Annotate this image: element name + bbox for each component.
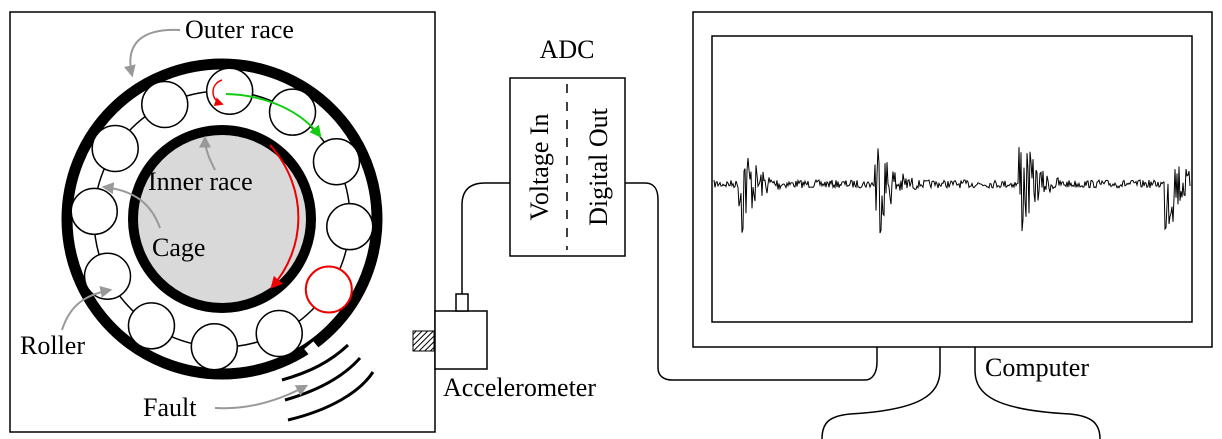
wire: [461, 182, 510, 294]
adc-title: ADC: [540, 35, 595, 64]
accelerometer: [434, 310, 488, 370]
stand-right: [974, 347, 1101, 439]
roller: [83, 252, 132, 300]
roller: [127, 302, 176, 350]
adc-input: Voltage In: [525, 113, 554, 220]
cage-label: Cage: [152, 233, 205, 262]
roller: [141, 80, 189, 129]
inner-race: [128, 125, 316, 313]
rotation-arrow: [269, 144, 300, 289]
roller: [304, 265, 353, 314]
fault-waves: [281, 343, 375, 422]
roller: [91, 124, 139, 173]
mount: [412, 330, 435, 352]
computer-label: Computer: [985, 353, 1089, 382]
pointer-arrows: [61, 28, 309, 410]
signal: [713, 147, 1191, 234]
inner-race-label: Inner race: [148, 167, 253, 196]
fault-label: Fault: [143, 393, 197, 422]
screen: [711, 35, 1193, 323]
adc-output: Digital Out: [584, 107, 613, 225]
cable: [625, 182, 878, 381]
roller: [312, 138, 361, 186]
outer-race-label: Outer race: [185, 15, 294, 44]
cage-arrow: [225, 93, 322, 138]
stand-left: [821, 347, 941, 439]
connector: [455, 293, 469, 312]
outer-race: [61, 58, 383, 380]
spin-arrow: [212, 79, 224, 106]
bearing-frame: [9, 11, 436, 433]
accelerometer-label: Accelerometer: [443, 373, 596, 402]
roller: [70, 187, 118, 236]
roller: [255, 309, 303, 358]
roller: [326, 202, 374, 251]
roller-label: Roller: [20, 331, 85, 360]
roller: [190, 323, 239, 371]
fault-notch: [304, 341, 320, 357]
